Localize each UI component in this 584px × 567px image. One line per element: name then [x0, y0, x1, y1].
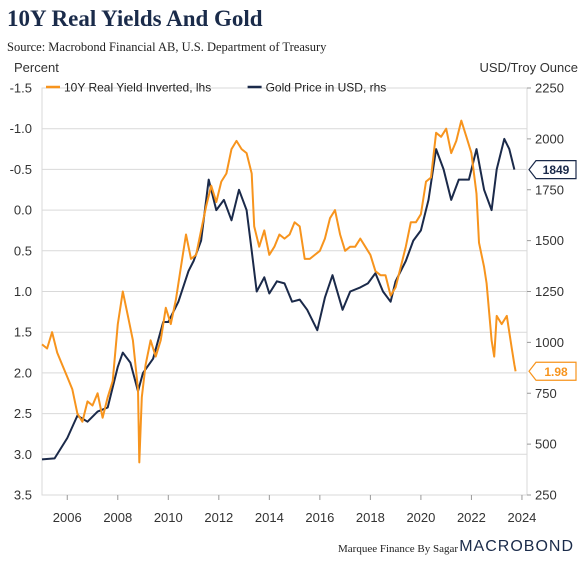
- right-tick-label: 1250: [535, 284, 564, 299]
- left-tick-label: 2.5: [14, 406, 32, 421]
- gridlines: [41, 87, 528, 496]
- x-axis-ticks: 2006 2008 2010 2012 2014 2016 2018 2020 2022 2024: [53, 495, 536, 525]
- right-tick-label: 500: [535, 437, 557, 452]
- x-tick-label: 2010: [154, 510, 183, 525]
- left-tick-label: 1.5: [14, 325, 32, 340]
- real-yield-line: [41, 119, 517, 464]
- legend: 10Y Real Yield Inverted, lhs Gold Price i…: [46, 81, 386, 95]
- x-tick-label: 2024: [507, 510, 536, 525]
- x-tick-label: 2006: [53, 510, 82, 525]
- real-yield-last-value-box: [528, 361, 577, 381]
- legend-label: 10Y Real Yield Inverted, lhs: [64, 81, 211, 95]
- right-axis-ticks: 250 500 750 1000 1250 1500 1750 2000 2250: [527, 81, 564, 503]
- left-tick-label: 0.5: [14, 243, 32, 258]
- x-tick-label: 2016: [305, 510, 334, 525]
- right-tick-label: 2000: [535, 131, 564, 146]
- last-value-callouts: 1.98 1849: [528, 160, 577, 381]
- x-tick-label: 2014: [255, 510, 284, 525]
- chart-source: Source: Macrobond Financial AB, U.S. Dep…: [7, 40, 327, 54]
- left-tick-label: 0.0: [14, 203, 32, 218]
- x-tick-label: 2018: [356, 510, 385, 525]
- right-tick-label: 2250: [535, 81, 564, 96]
- left-tick-label: 1.0: [14, 284, 32, 299]
- right-tick-label: 1750: [535, 182, 564, 197]
- right-tick-label: 1000: [535, 335, 564, 350]
- left-axis-ticks: -1.5 -1.0 -0.5 0.0 0.5 1.0 1.5 2.0 2.5 3.0 3.5: [10, 81, 32, 503]
- right-axis-unit: USD/Troy Ounce: [479, 60, 579, 75]
- brand-logo: MACROBOND: [459, 538, 574, 555]
- right-tick-label: 750: [535, 386, 557, 401]
- left-tick-label: 2.0: [14, 365, 32, 380]
- legend-label: Gold Price in USD, rhs: [266, 81, 387, 95]
- left-tick-label: 3.0: [14, 447, 32, 462]
- x-tick-label: 2008: [103, 510, 132, 525]
- gold-last-value: 1849: [543, 163, 570, 177]
- gold-last-value-box: [528, 160, 577, 180]
- chart-title: 10Y Real Yields And Gold: [7, 6, 263, 31]
- x-tick-label: 2020: [406, 510, 435, 525]
- left-tick-label: -1.0: [10, 121, 32, 136]
- gold-price-line: [41, 137, 516, 461]
- plot-frame: [41, 87, 528, 496]
- series-layer: [41, 119, 517, 464]
- right-tick-label: 250: [535, 488, 557, 503]
- left-tick-label: -0.5: [10, 162, 32, 177]
- x-tick-label: 2012: [204, 510, 233, 525]
- left-tick-label: -1.5: [10, 81, 32, 96]
- real-yield-last-value: 1.98: [544, 365, 568, 379]
- left-axis-unit: Percent: [14, 60, 59, 75]
- footer-credit: Marquee Finance By Sagar: [338, 543, 459, 555]
- right-tick-label: 1500: [535, 233, 564, 248]
- left-tick-label: 3.5: [14, 488, 32, 503]
- x-tick-label: 2022: [457, 510, 486, 525]
